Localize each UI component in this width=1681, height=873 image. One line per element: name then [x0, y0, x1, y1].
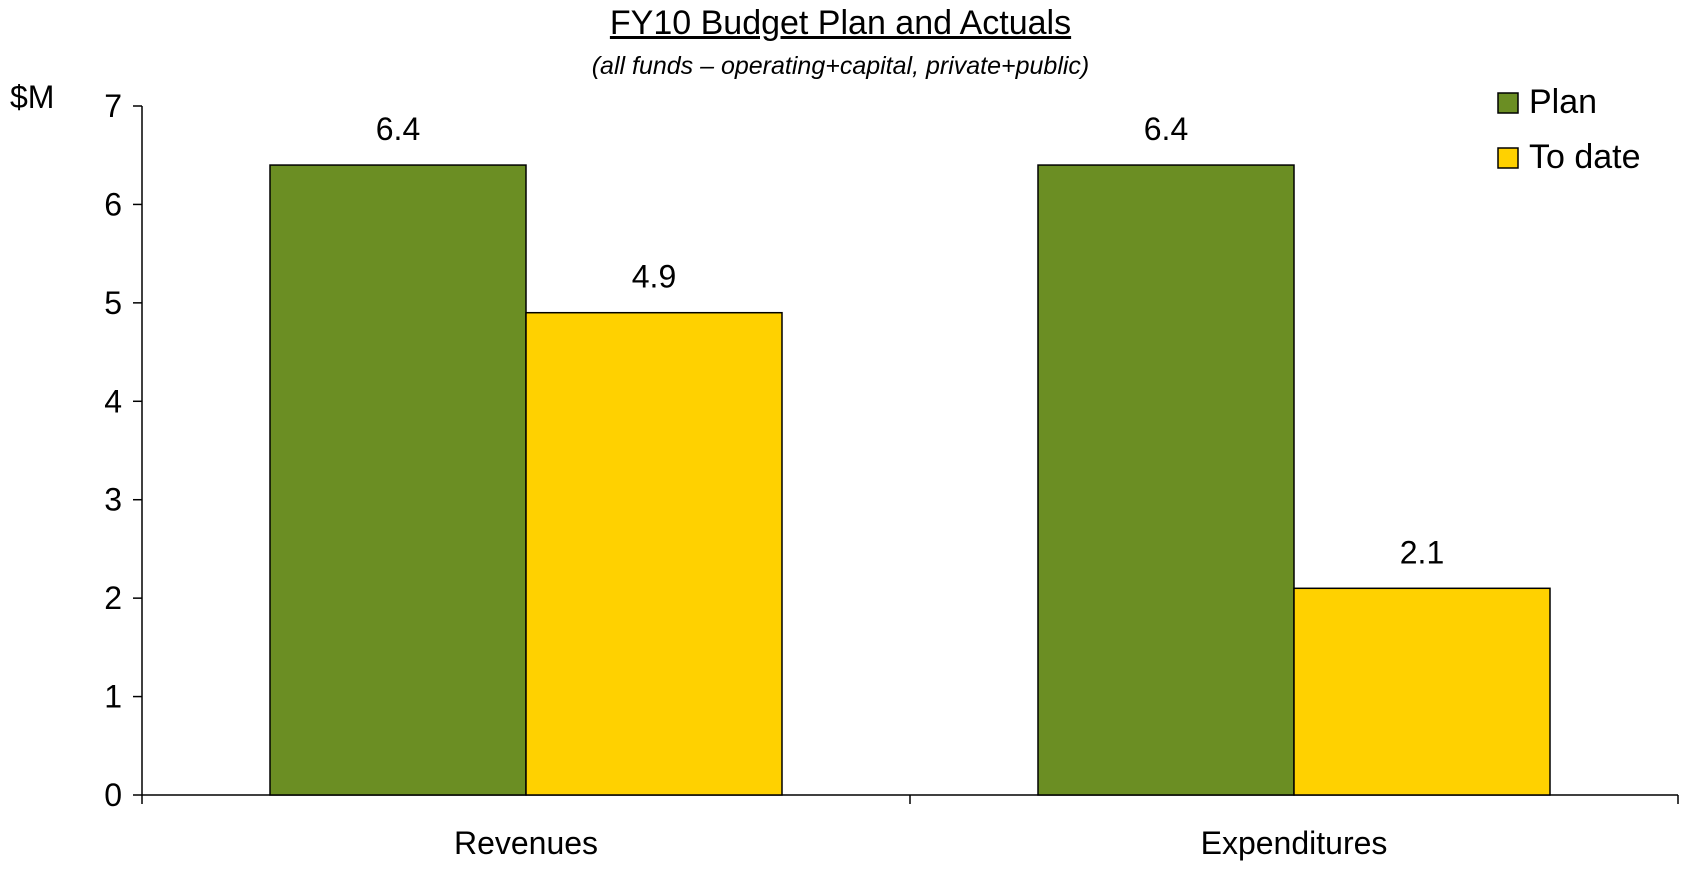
- data-label: 4.9: [632, 259, 676, 295]
- y-axis-label: $M: [10, 79, 54, 115]
- legend-label: To date: [1529, 138, 1641, 176]
- legend-swatch: [1497, 147, 1519, 169]
- legend-swatch: [1497, 92, 1519, 114]
- chart-subtitle: (all funds – operating+capital, private+…: [591, 52, 1090, 80]
- axes: 0 1 2 3 4 5 6 7 Revenues Expenditures: [104, 88, 1679, 861]
- legend: Plan To date: [1497, 83, 1641, 176]
- chart-title: FY10 Budget Plan and Actuals: [609, 4, 1072, 42]
- x-category-label: Revenues: [454, 825, 598, 861]
- y-tick-label: 3: [104, 482, 122, 518]
- bar-to-date-expenditures: [1293, 587, 1551, 796]
- legend-label: Plan: [1529, 83, 1597, 121]
- y-tick-label: 2: [104, 580, 122, 616]
- y-tick-label: 1: [104, 679, 122, 715]
- y-tick-label: 0: [104, 777, 122, 813]
- y-tick-label: 6: [104, 186, 122, 222]
- bar-plan-expenditures: [1037, 164, 1295, 796]
- bars: 6.4 4.9 6.4 2.1: [269, 111, 1551, 796]
- bar-plan-revenues: [269, 164, 527, 796]
- y-tick-label: 7: [104, 88, 122, 124]
- data-label: 2.1: [1400, 534, 1444, 570]
- y-tick-label: 4: [104, 383, 122, 419]
- data-label: 6.4: [1144, 111, 1188, 147]
- data-label: 6.4: [376, 111, 420, 147]
- y-tick-label: 5: [104, 285, 122, 321]
- x-category-label: Expenditures: [1201, 825, 1388, 861]
- bar-to-date-revenues: [525, 311, 783, 796]
